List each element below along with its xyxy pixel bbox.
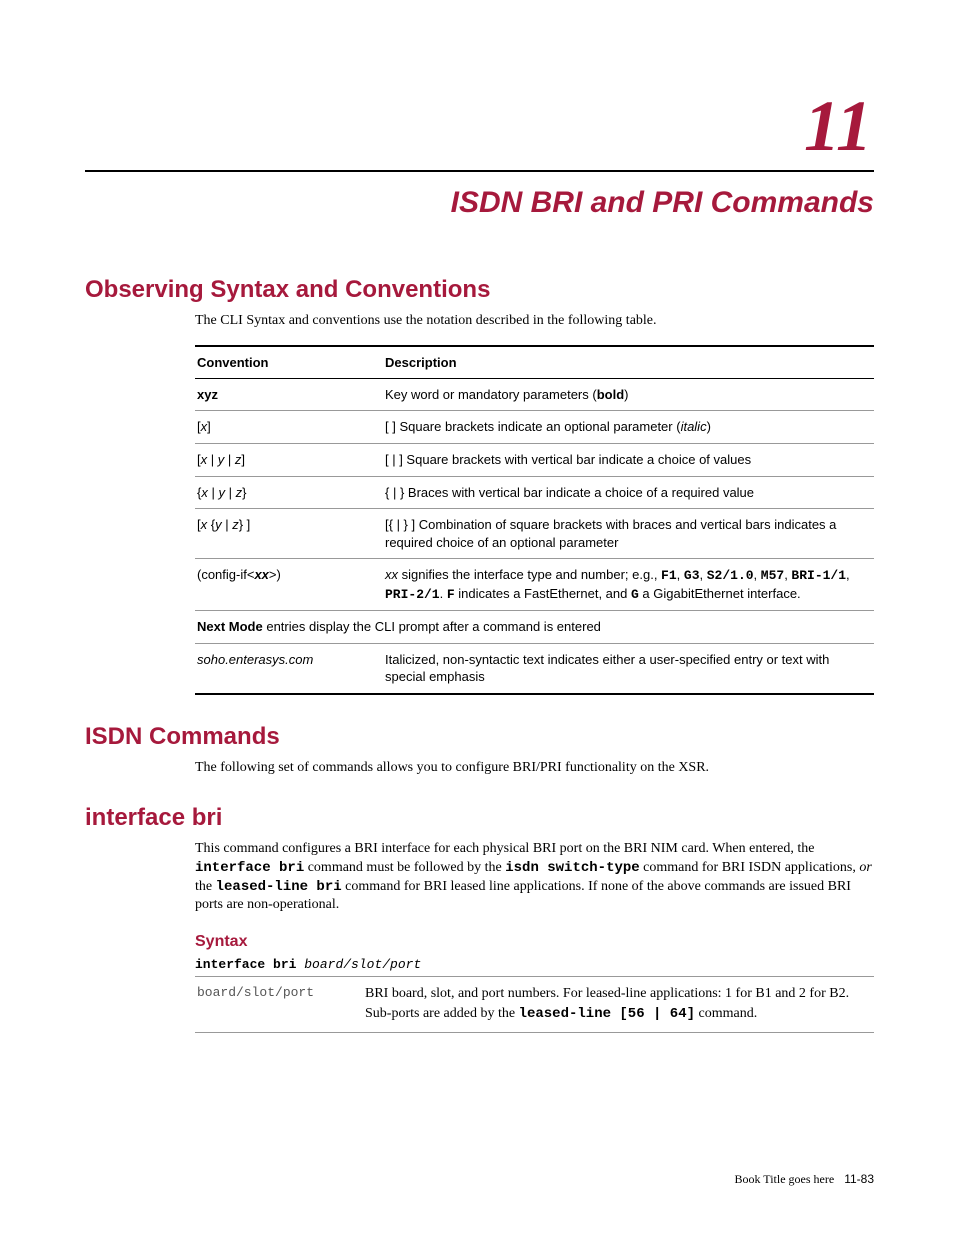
param-name: board/slot/port — [195, 977, 365, 1032]
table-cell-description: [{ | } ] Combination of square brackets … — [385, 509, 874, 559]
table-cell-convention: [x | y | z] — [195, 443, 385, 476]
table-cell-description: xx signifies the interface type and numb… — [385, 559, 874, 611]
table-row: [x][ ] Square brackets indicate an optio… — [195, 411, 874, 444]
table-row: (config-if<xx>)xx signifies the interfac… — [195, 559, 874, 611]
heading-isdn-commands: ISDN Commands — [85, 723, 874, 751]
heading-interface-bri: interface bri — [85, 804, 874, 832]
table-cell-convention: {x | y | z} — [195, 476, 385, 509]
table-cell-convention: [x] — [195, 411, 385, 444]
table-row: [x {y | z} ][{ | } ] Combination of squa… — [195, 509, 874, 559]
footer-page-ref: 11-83 — [844, 1172, 874, 1186]
table-cell-convention: xyz — [195, 378, 385, 411]
table-row: board/slot/portBRI board, slot, and port… — [195, 977, 874, 1032]
table-cell-description: Italicized, non-syntactic text indicates… — [385, 643, 874, 694]
syntax-line: interface bri board/slot/port — [195, 957, 874, 972]
table-cell-description: { | } Braces with vertical bar indicate … — [385, 476, 874, 509]
intro-isdn-commands: The following set of commands allows you… — [195, 759, 874, 778]
footer-book-title: Book Title goes here — [735, 1172, 835, 1186]
table-row: Next Mode entries display the CLI prompt… — [195, 611, 874, 644]
intro-interface-bri: This command configures a BRI interface … — [195, 840, 874, 916]
page-footer: Book Title goes here 11-83 — [735, 1172, 875, 1187]
chapter-number: 11 — [85, 90, 874, 162]
chapter-title: ISDN BRI and PRI Commands — [85, 186, 874, 220]
table-row: soho.enterasys.comItalicized, non-syntac… — [195, 643, 874, 694]
chapter-rule — [85, 170, 874, 172]
intro-syntax-conventions: The CLI Syntax and conventions use the n… — [195, 312, 874, 331]
table-cell-convention: (config-if<xx>) — [195, 559, 385, 611]
conventions-table: Convention Description xyzKey word or ma… — [195, 345, 874, 695]
table-cell-convention: soho.enterasys.com — [195, 643, 385, 694]
table-cell-description: [ ] Square brackets indicate an optional… — [385, 411, 874, 444]
table-header-description: Description — [385, 346, 874, 379]
table-cell-fullrow: Next Mode entries display the CLI prompt… — [195, 611, 874, 644]
table-row: {x | y | z}{ | } Braces with vertical ba… — [195, 476, 874, 509]
table-header-convention: Convention — [195, 346, 385, 379]
params-table: board/slot/portBRI board, slot, and port… — [195, 976, 874, 1032]
param-description: BRI board, slot, and port numbers. For l… — [365, 977, 874, 1032]
table-cell-description: [ | ] Square brackets with vertical bar … — [385, 443, 874, 476]
heading-syntax-conventions: Observing Syntax and Conventions — [85, 276, 874, 304]
table-cell-description: Key word or mandatory parameters (bold) — [385, 378, 874, 411]
table-cell-convention: [x {y | z} ] — [195, 509, 385, 559]
table-row: [x | y | z][ | ] Square brackets with ve… — [195, 443, 874, 476]
heading-syntax: Syntax — [195, 933, 874, 951]
table-row: xyzKey word or mandatory parameters (bol… — [195, 378, 874, 411]
